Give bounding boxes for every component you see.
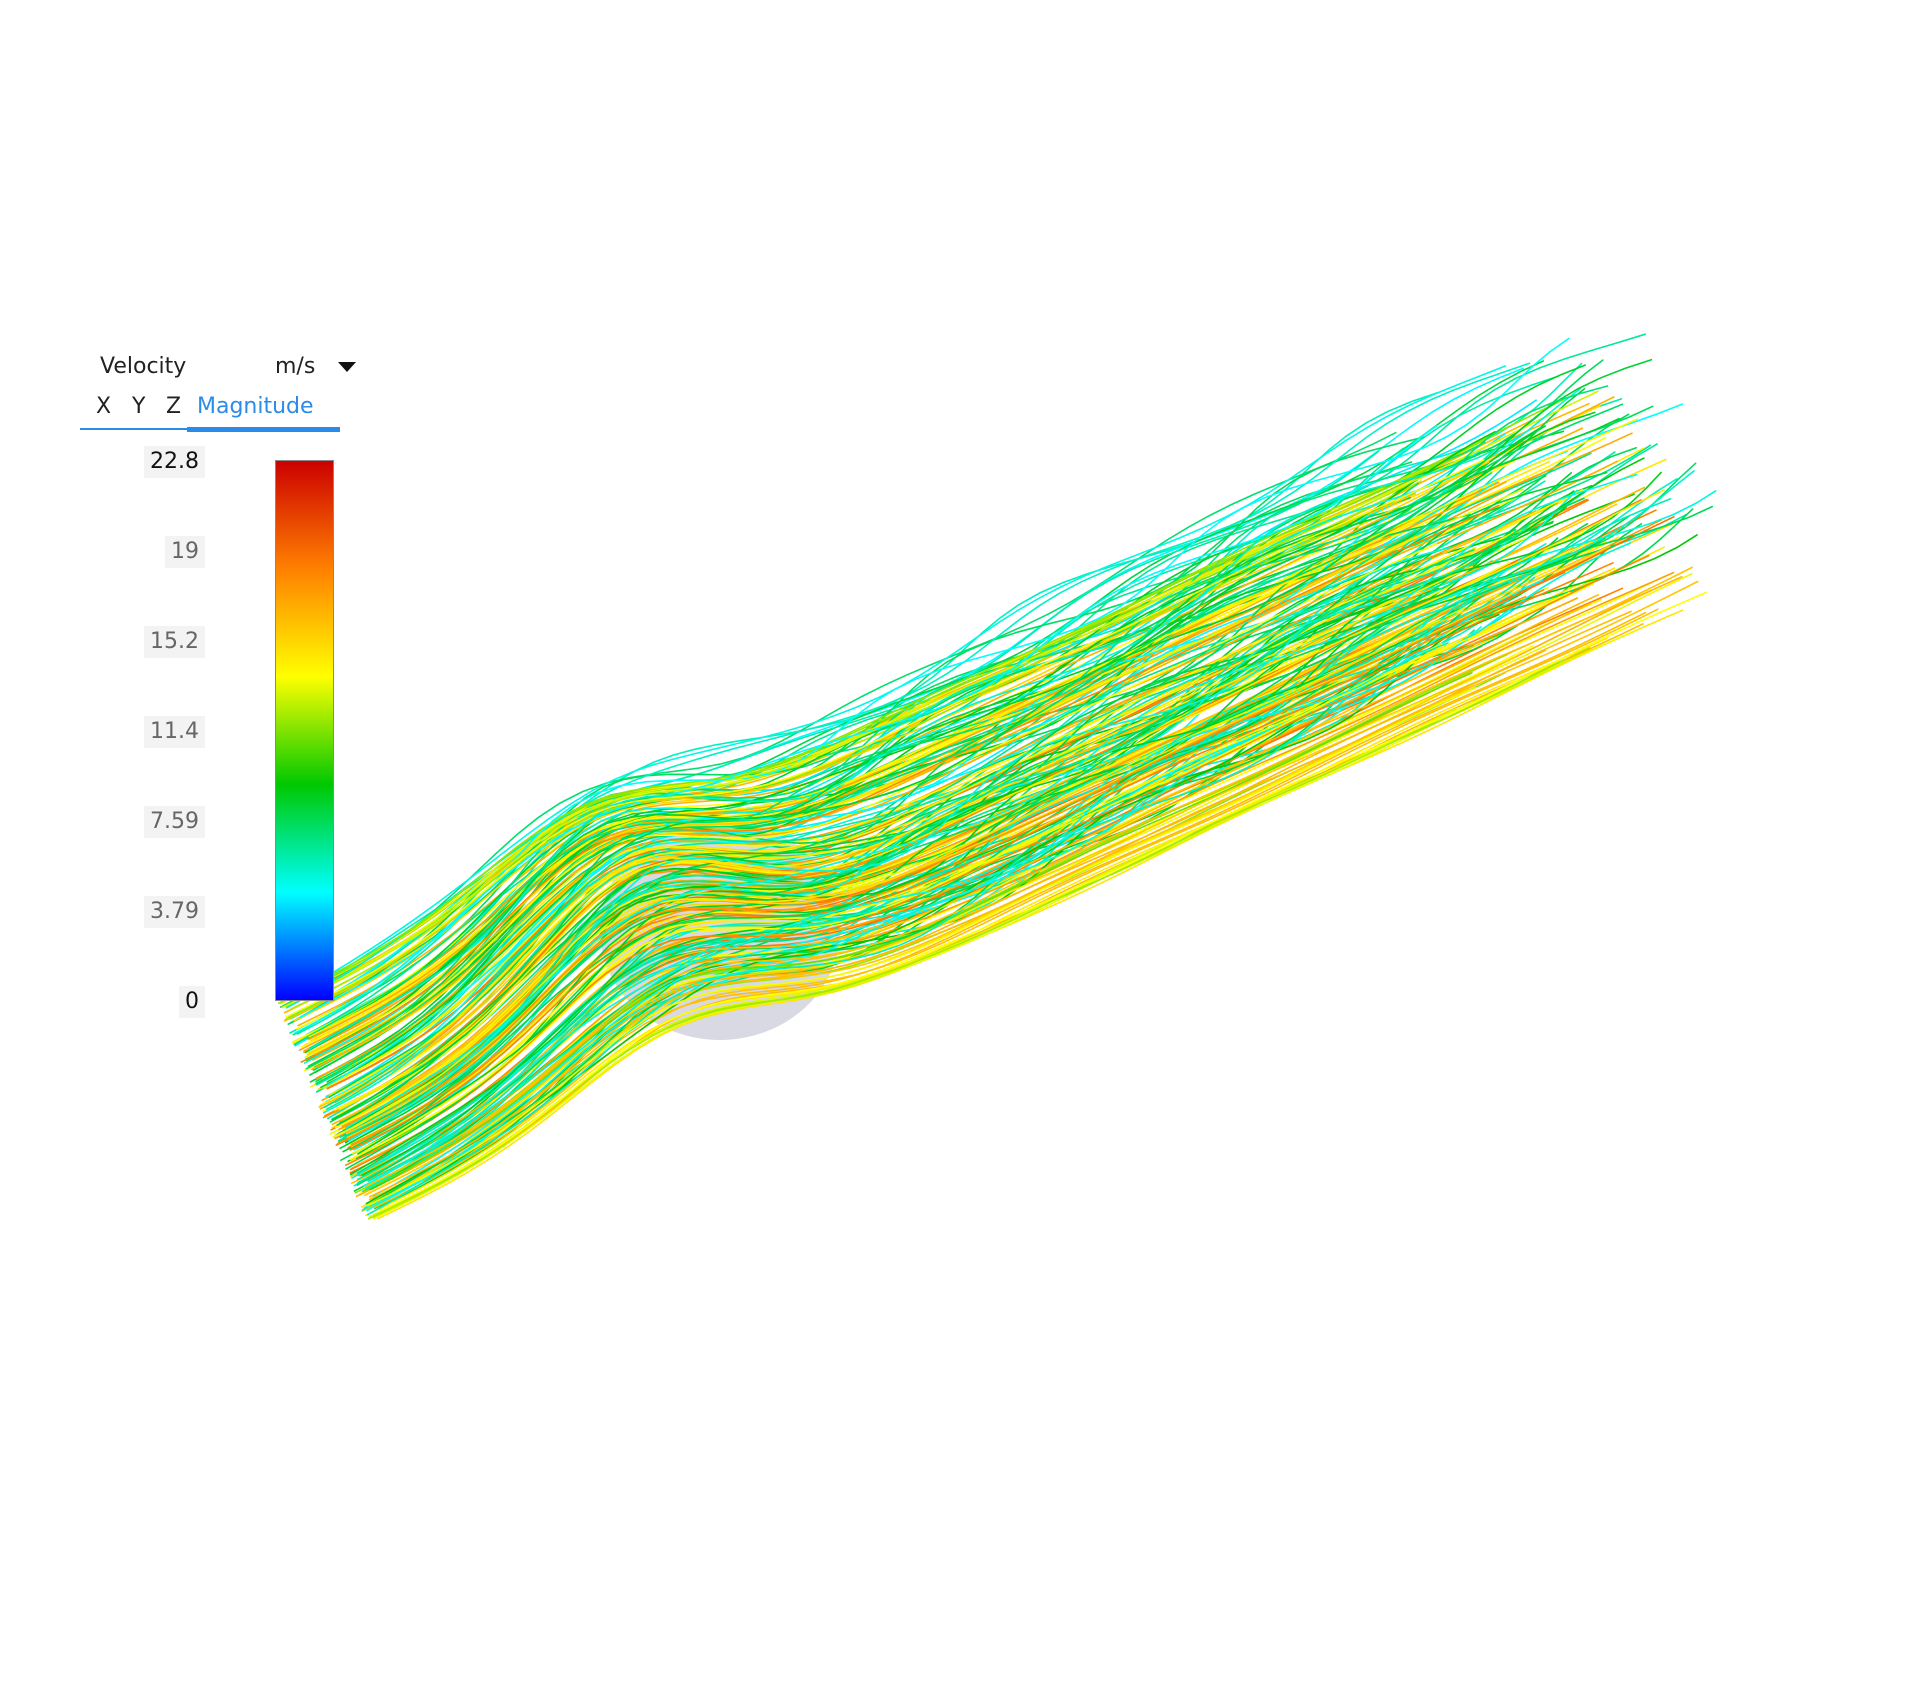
tick-label: 11.4	[144, 716, 205, 748]
streamline	[303, 543, 1438, 1072]
streamline	[344, 554, 1650, 1166]
streamline	[320, 566, 1473, 1106]
streamline	[315, 403, 1624, 1085]
streamline	[326, 498, 1588, 1090]
streamline	[280, 399, 1564, 1001]
streamline	[373, 608, 1659, 1209]
streamline	[326, 488, 1448, 1087]
streamline	[366, 642, 1449, 1216]
chevron-down-icon	[338, 362, 356, 372]
streamline	[361, 609, 1455, 1176]
streamline	[354, 653, 1508, 1194]
tick-label: 15.2	[144, 626, 205, 658]
streamline	[351, 638, 1439, 1148]
streamline	[344, 556, 1457, 1136]
streamline	[305, 385, 1609, 1070]
streamline	[331, 536, 1529, 1096]
streamline	[351, 470, 1695, 1179]
tab-x[interactable]: X	[96, 394, 112, 419]
streamline	[346, 588, 1522, 1139]
quantity-row: Velocity m/s	[100, 350, 356, 382]
unit-dropdown[interactable]: m/s	[275, 350, 356, 382]
tick-label: 19	[165, 536, 205, 568]
quantity-label: Velocity	[100, 354, 187, 379]
streamline	[305, 430, 1496, 1061]
streamline	[366, 571, 1675, 1182]
tab-z[interactable]: Z	[166, 394, 182, 419]
tab-y[interactable]: Y	[132, 394, 146, 419]
streamline	[350, 595, 1527, 1146]
streamline	[367, 659, 1565, 1220]
streamline	[300, 504, 1500, 1063]
streamline	[285, 459, 1485, 1018]
streamline	[368, 649, 1547, 1198]
streamline	[347, 473, 1638, 1142]
streamline	[316, 502, 1559, 1082]
streamlines	[277, 333, 1717, 1220]
tick-label-max: 22.8	[144, 446, 205, 478]
streamline	[345, 522, 1589, 1170]
streamline	[284, 510, 1372, 1021]
streamline	[349, 537, 1607, 1176]
streamline	[335, 538, 1598, 1129]
tick-label-min: 0	[179, 986, 205, 1018]
streamline	[368, 610, 1632, 1201]
streamline	[338, 489, 1665, 1111]
streamline	[336, 605, 1491, 1145]
streamline	[346, 545, 1611, 1135]
streamline	[345, 546, 1451, 1130]
streamline	[376, 609, 1684, 1220]
color-scale-bar	[275, 460, 334, 1001]
streamline	[322, 520, 1543, 1089]
streamline	[293, 441, 1486, 1046]
streamline	[323, 452, 1592, 1109]
streamline	[293, 424, 1438, 1034]
velocity-legend: Velocity m/s X Y Z Magnitude 22.8 19 15.…	[75, 340, 356, 1040]
streamline	[366, 687, 1477, 1207]
streamline	[294, 390, 1599, 1002]
streamline	[332, 608, 1464, 1138]
streamline	[351, 646, 1442, 1155]
active-tab-indicator	[187, 427, 340, 432]
streamline	[370, 505, 1713, 1190]
tick-label: 3.79	[144, 896, 205, 928]
streamline	[310, 496, 1572, 1088]
streamline	[378, 591, 1707, 1212]
unit-label: m/s	[275, 354, 316, 379]
streamline	[349, 497, 1585, 1150]
component-tabs: X Y Z Magnitude	[80, 392, 340, 432]
streamline	[363, 656, 1517, 1197]
tick-label: 7.59	[144, 806, 205, 838]
streamline	[365, 566, 1693, 1187]
tab-magnitude[interactable]: Magnitude	[197, 394, 314, 419]
streamline	[362, 553, 1548, 1187]
streamline	[280, 445, 1479, 1005]
